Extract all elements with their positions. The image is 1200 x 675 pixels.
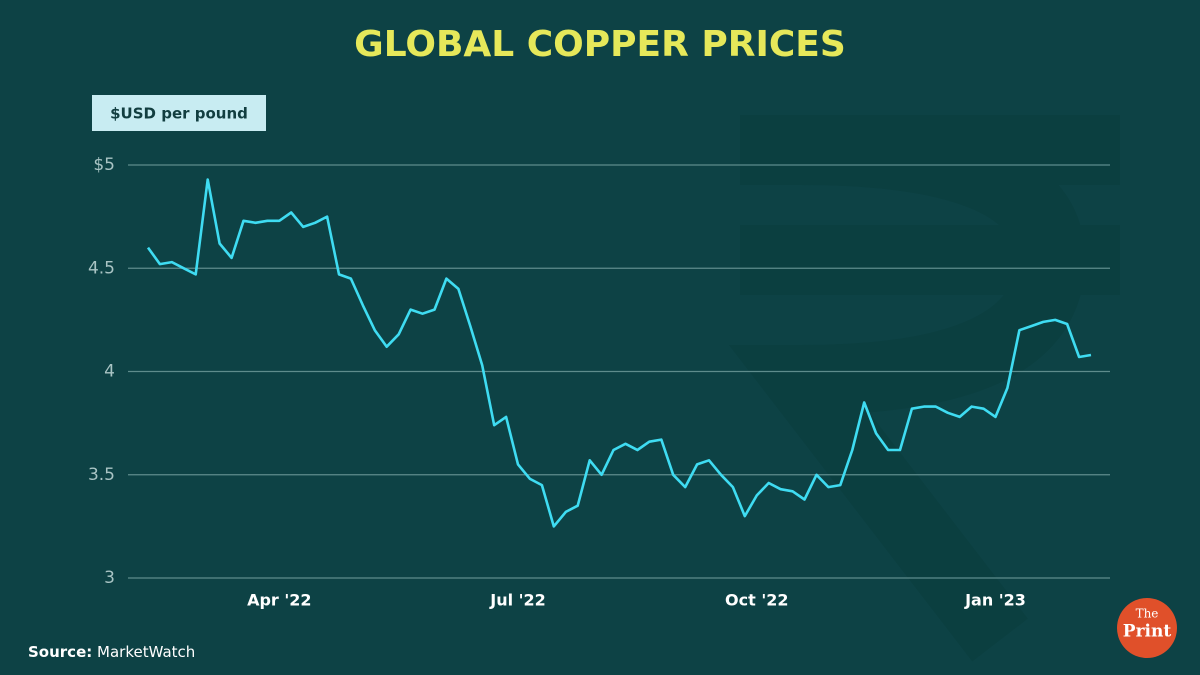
logo: [1117, 598, 1177, 658]
y-tick-label: 3.5: [88, 465, 115, 485]
logo-bottom: Print: [1123, 622, 1172, 642]
x-tick-label: Oct '22: [725, 591, 788, 610]
price-line: [146, 178, 1092, 528]
logo-top: The: [1136, 607, 1159, 621]
source-text: MarketWatch: [97, 643, 195, 661]
y-tick-label: $5: [93, 155, 115, 175]
x-tick-label: Jul '22: [489, 591, 546, 610]
y-tick-label: 4: [104, 362, 115, 382]
y-tick-label: 3: [104, 568, 115, 588]
y-tick-label: 4.5: [88, 258, 115, 278]
source: Source: MarketWatch: [28, 643, 195, 661]
y-label-box: [92, 95, 266, 131]
x-tick-label: Jan '23: [964, 591, 1026, 610]
chart-title: GLOBAL COPPER PRICES: [354, 24, 846, 65]
y-axis-label: $USD per pound: [110, 105, 248, 123]
x-tick-label: Apr '22: [247, 591, 311, 610]
source-label: Source:: [28, 643, 92, 661]
